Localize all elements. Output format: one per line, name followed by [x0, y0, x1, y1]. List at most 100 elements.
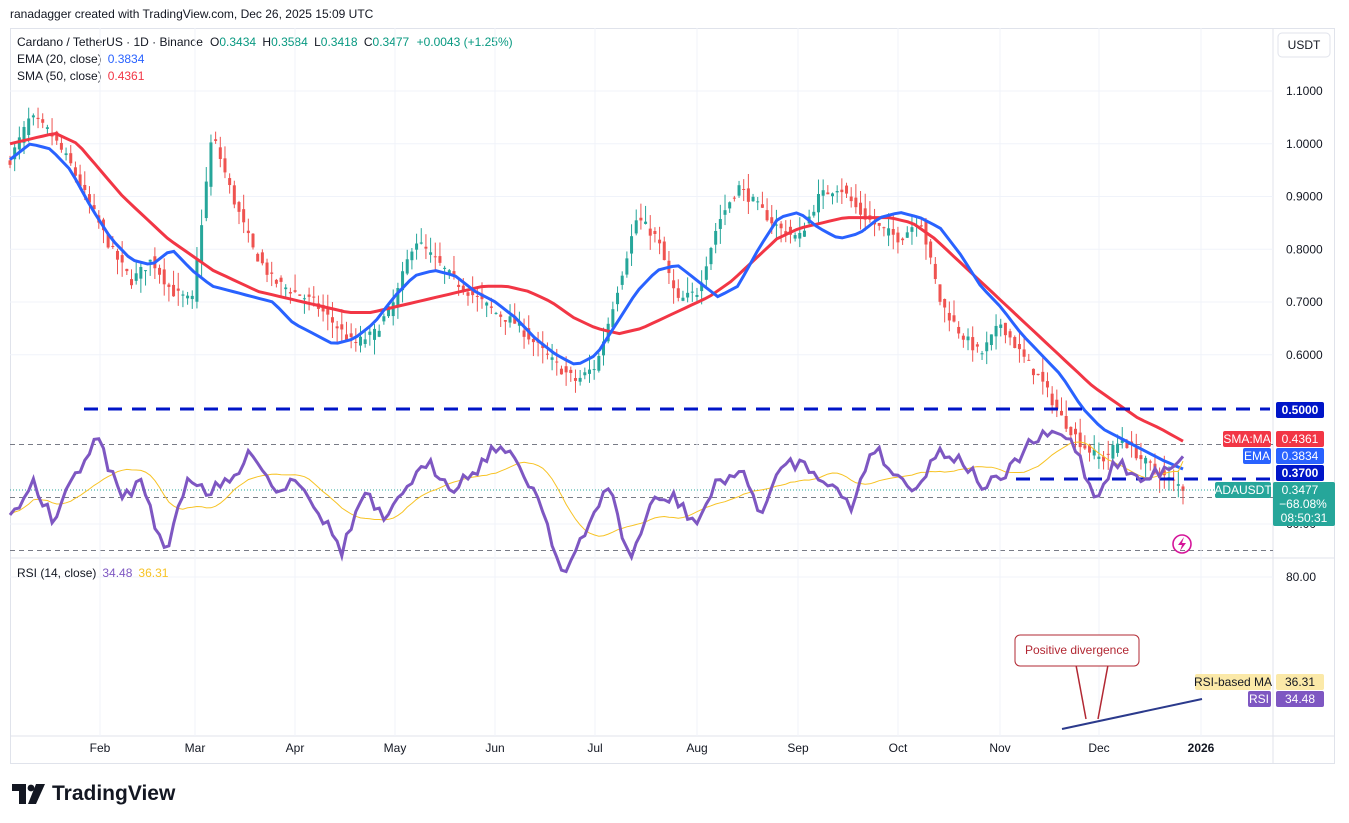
candle-body	[559, 368, 563, 375]
candle-body	[513, 315, 517, 324]
lightning-icon[interactable]	[1172, 534, 1192, 554]
candle-body	[134, 273, 138, 281]
legend: Cardano / TetherUS · 1D · Binance O0.343…	[17, 35, 513, 83]
candle-body	[218, 147, 222, 159]
candle-body	[228, 178, 232, 186]
svg-text:0.5000: 0.5000	[1282, 403, 1319, 417]
candle-body	[653, 230, 657, 234]
svg-text:RSI: RSI	[1249, 692, 1269, 706]
badge-ema: EMA 0.3834	[1243, 448, 1324, 464]
candle-body	[256, 253, 260, 262]
candle-body	[1116, 443, 1120, 453]
change-value: +0.0043 (+1.25%)	[417, 35, 513, 49]
divergence-trendline	[1061, 698, 1203, 730]
candle-body	[349, 333, 353, 338]
candle-body	[994, 325, 998, 337]
candle-body	[835, 191, 839, 193]
candle-body	[410, 251, 414, 261]
price-tick-label: 1.1000	[1286, 84, 1323, 98]
ema-line	[9, 142, 1184, 471]
candle-body	[985, 342, 989, 352]
candle-body	[461, 285, 465, 292]
svg-text:EMA: EMA	[1244, 449, 1270, 463]
candle-body	[863, 208, 867, 220]
candle-body	[373, 328, 377, 340]
candle-body	[466, 292, 470, 296]
candle-body	[485, 302, 489, 306]
candle-body	[947, 312, 951, 321]
candle-body	[200, 225, 204, 263]
candle-body	[1013, 337, 1017, 348]
candle-body	[130, 279, 134, 286]
candle-body	[634, 220, 638, 234]
currency-button[interactable]: USDT	[1277, 32, 1331, 58]
candle-body	[980, 353, 984, 355]
ohlc-readout: O0.3434 H0.3584 L0.3418 C0.3477 +0.0043 …	[210, 35, 513, 49]
candle-body	[1092, 449, 1096, 456]
candle-body	[821, 190, 825, 196]
candle-body	[639, 217, 643, 221]
candle-body	[433, 256, 437, 258]
candle-body	[1055, 399, 1059, 410]
candle-body	[765, 210, 769, 221]
candle-body	[718, 219, 722, 229]
low-value: 0.3418	[321, 35, 358, 49]
candle-body	[793, 235, 797, 239]
candle-body	[1069, 426, 1073, 436]
candle-body	[489, 306, 493, 308]
candle-body	[616, 292, 620, 305]
candle-body	[849, 196, 853, 202]
candle-body	[214, 139, 218, 141]
candle-body	[69, 153, 73, 164]
candle-body	[756, 201, 760, 203]
svg-text:0.3477: 0.3477	[1282, 483, 1319, 497]
candle-body	[1139, 455, 1143, 460]
candle-body	[732, 197, 736, 199]
badge-rsi: RSI 34.48	[1248, 691, 1324, 707]
badge-last-price: ADAUSDT 0.3477 −68.08% 08:50:31	[1214, 482, 1335, 526]
candle-body	[181, 294, 185, 296]
badge-level-050: 0.5000	[1276, 402, 1324, 418]
candle-body	[887, 228, 891, 236]
time-axis: Feb Mar Apr May Jun Jul Aug Sep Oct Nov Dec 2026	[90, 28, 1215, 755]
rsi-tick-label: 80.00	[1286, 570, 1316, 584]
rsi-background	[10, 444, 1273, 551]
open-value: 0.3434	[219, 35, 256, 49]
candle-body	[293, 290, 297, 292]
candle-body	[55, 131, 59, 141]
rsi-line	[8, 428, 1185, 574]
candle-body	[840, 189, 844, 193]
candle-body	[522, 330, 526, 337]
candle-body	[1144, 457, 1148, 464]
candle-body	[625, 258, 629, 275]
time-tick-label: Apr	[286, 741, 305, 755]
high-value: 0.3584	[271, 35, 308, 49]
candle-body	[354, 342, 358, 344]
badge-sma: SMA:MA 0.4361	[1223, 431, 1324, 447]
candle-body	[1074, 428, 1078, 435]
candle-body	[340, 324, 344, 330]
candle-body	[1111, 445, 1115, 459]
candle-body	[22, 126, 26, 143]
candle-body	[690, 291, 694, 293]
sma-legend: SMA (50, close) 0.4361	[17, 69, 145, 83]
candle-body	[232, 185, 236, 205]
candle-body	[919, 225, 923, 227]
low-label: L	[314, 35, 321, 49]
candle-body	[774, 224, 778, 226]
candle-body	[246, 230, 250, 234]
price-tick-label: 0.7000	[1286, 295, 1323, 309]
candle-body	[910, 227, 914, 232]
candle-body	[573, 378, 577, 381]
tradingview-logo[interactable]: TradingView	[12, 782, 175, 806]
candle-body	[1176, 484, 1180, 486]
candle-body	[298, 294, 302, 296]
candle-body	[429, 252, 433, 255]
candle-body	[672, 280, 676, 289]
candle-body	[826, 192, 830, 195]
candle-body	[13, 147, 17, 160]
candle-body	[1003, 322, 1007, 336]
candle-body	[36, 117, 40, 120]
candle-body	[167, 284, 171, 287]
